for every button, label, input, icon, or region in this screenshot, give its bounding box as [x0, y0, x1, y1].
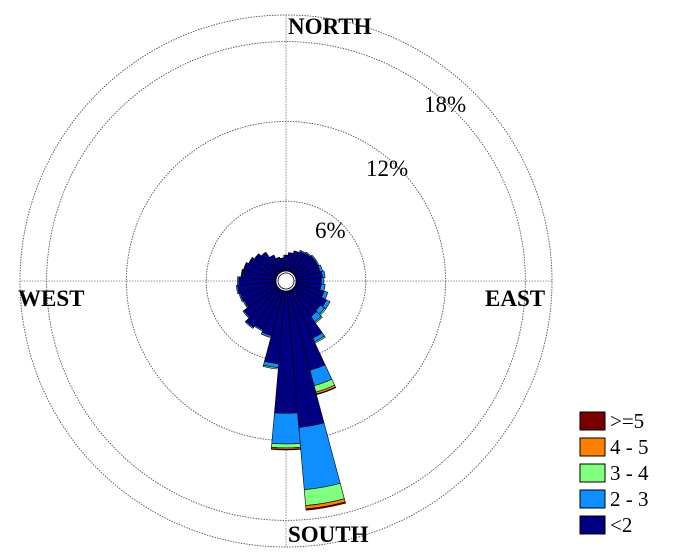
legend-swatch-ge5 — [579, 411, 606, 431]
legend-swatch-2-3 — [579, 489, 606, 509]
direction-label-south: SOUTH — [288, 522, 369, 547]
legend-swatch-3-4 — [579, 463, 606, 483]
petal-280deg-bin-1 — [240, 268, 244, 278]
petal-180deg-bin-2 — [271, 443, 301, 449]
direction-label-east: EAST — [485, 286, 545, 311]
direction-label-west: WEST — [18, 286, 84, 311]
petal-290deg-bin-1 — [243, 262, 248, 271]
petal-330deg-bin-0 — [269, 254, 283, 274]
petal-230deg-bin-1 — [242, 309, 251, 319]
petal-170deg-bin-1 — [298, 422, 341, 491]
legend-swatch-lt2 — [579, 515, 606, 535]
center-hole — [277, 272, 295, 290]
petal-300deg-bin-1 — [248, 256, 254, 265]
ring-label-6: 6% — [315, 218, 346, 243]
petal-350deg-bin-0 — [279, 257, 286, 272]
legend-label-3-4: 3 - 4 — [610, 461, 649, 485]
wind-petals — [235, 249, 346, 511]
ring-label-12: 12% — [366, 156, 408, 181]
petal-200deg-bin-1 — [260, 331, 272, 338]
petal-270deg-bin-1 — [237, 276, 240, 286]
legend-label-lt2: <2 — [610, 513, 632, 537]
petal-260deg-bin-1 — [235, 284, 240, 295]
petal-180deg-bin-4 — [270, 448, 302, 451]
direction-label-north: NORTH — [288, 14, 372, 39]
petal-220deg-bin-1 — [244, 320, 254, 329]
legend-label-ge5: >=5 — [610, 409, 644, 433]
petal-340deg-bin-0 — [275, 256, 284, 273]
petal-310deg-bin-1 — [253, 253, 260, 260]
legend-label-4-5: 4 - 5 — [610, 435, 649, 459]
petal-90deg-bin-1 — [320, 277, 325, 285]
petal-190deg-bin-2 — [262, 364, 279, 370]
petal-170deg-bin-4 — [305, 501, 346, 511]
petal-180deg-bin-1 — [271, 412, 301, 445]
legend-swatch-4-5 — [579, 437, 606, 457]
legend-label-2-3: 2 - 3 — [610, 487, 649, 511]
legend: >=5 4 - 5 3 - 4 2 - 3 <2 — [579, 409, 649, 537]
petal-320deg-bin-0 — [260, 251, 281, 275]
ring-label-18: 18% — [424, 92, 466, 117]
petal-80deg-bin-1 — [320, 270, 326, 279]
